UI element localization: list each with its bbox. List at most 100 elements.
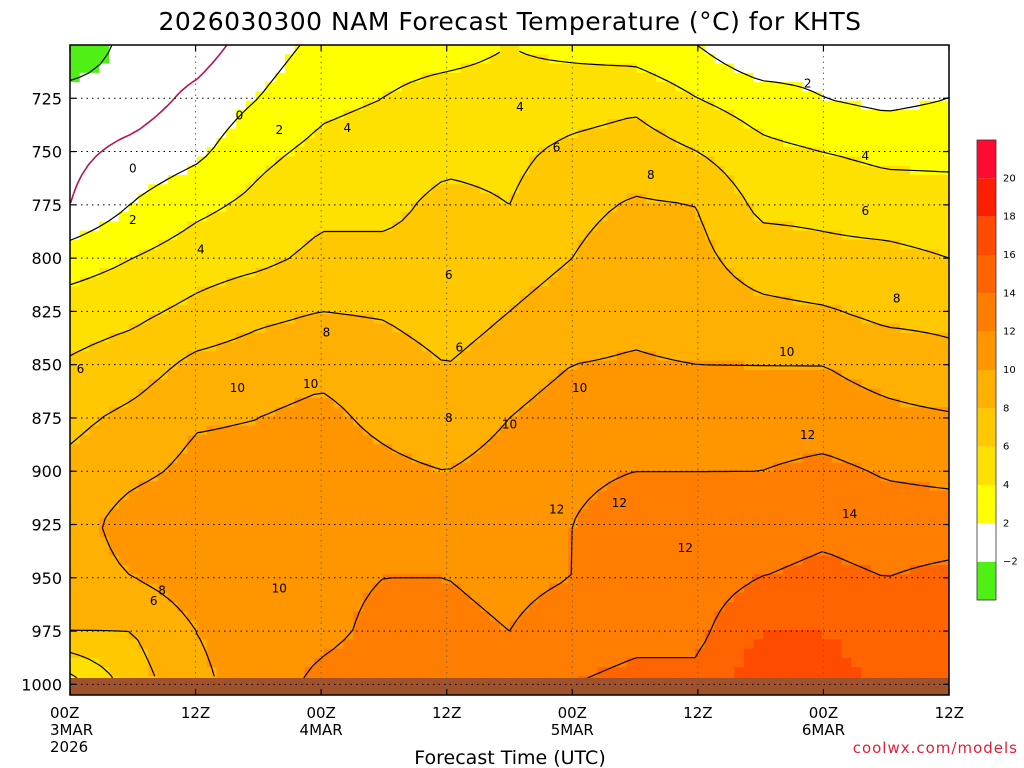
temperature-cell [675,490,686,501]
temperature-cell [187,221,198,232]
temperature-cell [138,137,149,148]
temperature-cell [519,509,530,520]
temperature-cell [724,128,735,139]
temperature-cell [353,416,364,427]
temperature-cell [265,490,276,501]
temperature-cell [314,509,325,520]
temperature-cell [157,175,169,185]
temperature-cell [128,202,139,213]
temperature-cell [802,379,813,390]
temperature-cell [929,518,940,529]
temperature-cell [411,91,423,102]
temperature-cell [196,305,208,315]
temperature-cell [99,202,110,213]
temperature-cell [70,472,81,483]
temperature-cell [372,184,384,195]
temperature-cell [812,518,823,529]
temperature-cell [773,397,784,408]
temperature-cell [187,537,198,548]
temperature-cell [558,128,569,139]
temperature-cell [909,240,921,250]
temperature-cell [626,407,638,418]
temperature-cell [79,323,91,334]
temperature-cell [109,91,120,102]
temperature-cell [626,323,638,334]
temperature-cell [372,490,384,501]
temperature-cell [411,537,423,548]
temperature-cell [499,202,511,213]
temperature-cell [255,295,266,306]
temperature-cell [646,500,657,510]
temperature-cell [99,249,110,260]
temperature-cell [558,435,569,445]
temperature-cell [792,342,804,353]
temperature-cell [782,416,794,427]
temperature-cell [929,490,940,501]
temperature-cell [616,202,628,213]
temperature-cell [841,45,852,55]
temperature-cell [773,444,784,455]
temperature-cell [177,258,188,269]
temperature-cell [187,267,198,278]
temperature-cell [392,100,403,111]
temperature-cell [939,221,949,232]
temperature-cell [138,156,149,167]
temperature-cell [822,342,833,353]
temperature-cell [831,360,843,371]
temperature-cell [226,379,237,390]
temperature-cell [499,453,511,464]
temperature-cell [382,45,393,55]
temperature-cell [636,267,647,278]
temperature-cell [245,379,257,390]
temperature-cell [782,277,794,288]
temperature-cell [157,54,169,65]
temperature-cell [656,240,667,250]
temperature-cell [607,379,618,390]
temperature-cell [363,54,374,65]
temperature-cell [187,342,198,353]
temperature-cell [538,444,550,455]
temperature-cell [236,314,247,325]
temperature-cell [851,258,862,269]
temperature-cell [743,332,755,343]
temperature-cell [489,184,501,195]
temperature-cell [607,286,618,297]
temperature-cell [284,444,296,455]
temperature-cell [470,332,481,343]
temperature-cell [421,518,432,529]
temperature-cell [802,314,813,325]
temperature-cell [548,221,559,232]
temperature-cell [255,351,266,362]
temperature-cell [509,527,520,538]
temperature-cell [382,537,393,548]
temperature-cell [822,100,833,111]
temperature-cell [489,370,501,380]
temperature-cell [392,416,403,427]
temperature-cell [128,249,139,260]
temperature-cell [519,500,530,510]
temperature-cell [782,100,794,111]
temperature-cell [548,110,559,120]
temperature-cell [607,137,618,148]
temperature-cell [616,379,628,390]
temperature-cell [724,72,735,83]
temperature-cell [441,258,452,269]
temperature-cell [714,221,725,232]
temperature-cell [167,360,179,371]
temperature-cell [529,416,540,427]
temperature-cell [909,360,921,371]
temperature-cell [460,323,472,334]
temperature-cell [99,388,110,399]
temperature-cell [382,425,393,436]
temperature-cell [616,119,628,130]
temperature-cell [392,527,403,538]
temperature-cell [353,397,364,408]
temperature-cell [402,249,413,260]
temperature-cell [353,286,364,297]
temperature-cell [226,82,237,93]
temperature-cell [148,230,159,241]
temperature-cell [411,305,423,315]
temperature-cell [548,425,559,436]
temperature-cell [880,249,891,260]
temperature-cell [704,537,716,548]
